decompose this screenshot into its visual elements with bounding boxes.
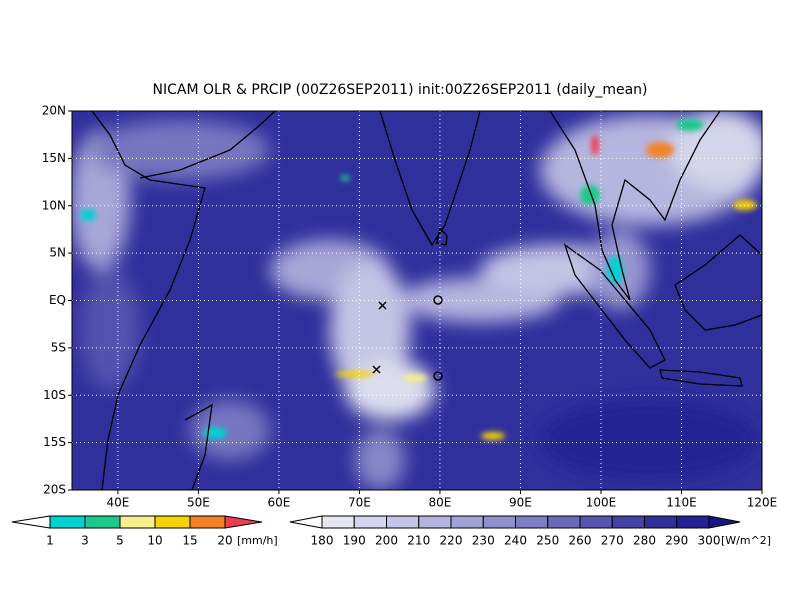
colorbar-label: 270 [601,534,624,548]
colorbar-box [321,515,355,529]
arabia-coast [139,111,276,179]
lat-tick-label: 10S [43,388,66,402]
colorbar-label: 280 [633,534,656,548]
madagascar-coast [184,403,213,490]
colorbar-label: 290 [665,534,688,548]
lon-tick-label: 120E [747,496,778,510]
lat-tick-label: EQ [49,293,66,307]
colorbar-label: 20 [217,534,232,548]
lon-tick-label: 110E [666,496,697,510]
colorbar-label: 10 [147,534,162,548]
o-marker [433,371,443,381]
colorbar-box [515,515,549,529]
colorbar-over-arrow [708,515,741,529]
colorbar-label: 15 [182,534,197,548]
lat-tick-label: 5N [49,246,66,260]
colorbar-box [644,515,678,529]
colorbar-box [676,515,710,529]
precip-field [80,119,757,440]
colorbar-under-arrow [11,515,51,529]
colorbar-box [547,515,581,529]
lon-tick-label: 70E [348,496,371,510]
colorbar-box [49,515,86,529]
lat-tick-label: 10N [42,198,66,212]
colorbar-box [189,515,226,529]
lat-tick-label: 15S [43,435,66,449]
colorbar-label: 180 [311,534,334,548]
colorbar-label: 200 [375,534,398,548]
borneo-coast [674,234,762,331]
colorbar-label: 260 [569,534,592,548]
colorbar-box [154,515,191,529]
colorbar-under-arrow [289,515,323,529]
colorbar-label: 300 [698,534,721,548]
track-markers [372,295,443,381]
colorbar-label: 190 [343,534,366,548]
colorbar-box [418,515,452,529]
coastlines [91,111,762,490]
indochina-coast [549,111,721,301]
colorbar-label: 230 [472,534,495,548]
lat-tick-label: 15N [42,151,66,165]
grid [72,111,762,490]
colorbar-box [353,515,387,529]
sri-lanka-coast [436,226,448,246]
colorbar-box [482,515,516,529]
colorbar-label: 250 [536,534,559,548]
o-marker [433,295,443,305]
lon-tick-label: 60E [267,496,290,510]
colorbar-box [84,515,121,529]
colorbar-label: 3 [81,534,89,548]
lon-tick-label: 40E [106,496,129,510]
x-marker [378,301,387,310]
lat-tick-label: 5S [51,340,66,354]
colorbar-label: 1 [46,534,54,548]
java-coast [659,369,743,387]
colorbar-label: 5 [116,534,124,548]
colorbar-unit: [W/m^2] [721,534,771,547]
colorbar-label: 220 [440,534,463,548]
colorbar-box [611,515,645,529]
map-field [72,111,762,490]
colorbars: 1 3 5 10 15 20 [mm/h] 180 190 200 210 220 230 240 250 2… [11,515,771,548]
colorbar-box [386,515,420,529]
map-title: NICAM OLR & PRCIP (00Z26SEP2011) init:00… [152,82,647,98]
lon-tick-label: 50E [187,496,210,510]
colorbar-box [119,515,156,529]
colorbar-unit: [mm/h] [237,534,278,547]
axes: 40E 50E 60E 70E 80E 90E 100E 110E 120E 20N 15N 10N 5… [42,104,778,510]
colorbar-box [579,515,613,529]
lat-tick-label: 20N [42,104,66,118]
x-marker [372,365,381,374]
colorbar-box [450,515,484,529]
lon-tick-label: 90E [509,496,532,510]
colorbar-label: 210 [407,534,430,548]
lon-tick-label: 100E [586,496,617,510]
colorbar-label: 240 [504,534,527,548]
lon-tick-label: 80E [429,496,452,510]
lat-tick-label: 20S [43,483,66,497]
sumatra-coast [563,243,666,369]
colorbar-over-arrow [224,515,263,529]
africa-coast [91,111,206,490]
